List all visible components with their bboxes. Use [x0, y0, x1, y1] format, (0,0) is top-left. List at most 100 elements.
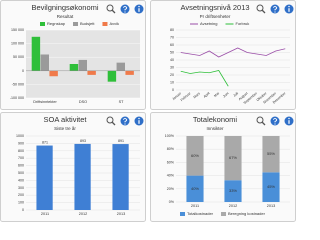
y-tick-label: 100 000 — [11, 42, 24, 46]
zoom-icon — [256, 4, 264, 12]
bar — [87, 70, 96, 75]
x-tick-label: Januar — [171, 91, 182, 101]
y-tick-label: 10 — [170, 80, 174, 84]
y-tick-label: 400 — [18, 178, 24, 182]
info-icon — [138, 5, 140, 8]
x-tick-label: 2012 — [229, 204, 237, 208]
bar — [74, 143, 91, 210]
legend-swatch — [73, 22, 79, 26]
y-tick-label: 1000 — [16, 134, 24, 138]
help-icon — [124, 11, 126, 13]
panel: Avsetningsnivå 2013 Pr driftsenheter 0 10 20… — [150, 0, 296, 110]
bar — [40, 54, 49, 71]
help-button[interactable] — [120, 4, 130, 14]
panel-subtitle: Siste tre år — [54, 125, 76, 131]
line — [180, 70, 229, 87]
bar-segment — [186, 175, 204, 202]
zoom-button[interactable] — [256, 4, 266, 14]
y-tick-label: 80 — [170, 28, 174, 32]
info-icon — [138, 8, 140, 12]
y-tick-label: 50 — [170, 50, 174, 54]
help-icon — [124, 123, 126, 125]
zoom-button[interactable] — [106, 4, 116, 14]
legend-swatch — [102, 22, 108, 26]
y-tick-label: -50 000 — [12, 82, 24, 86]
panel-title: Avsetningsnivå 2013 — [180, 3, 249, 12]
y-tick-label: 600 — [18, 164, 24, 168]
x-tick-label: Mai — [213, 91, 220, 98]
value-label: 893 — [80, 139, 86, 143]
x-tick-label: Februar — [180, 91, 192, 102]
y-tick-label: 80% — [167, 147, 175, 151]
y-tick-label: 20% — [167, 187, 175, 191]
help-icon — [272, 117, 278, 123]
help-icon — [122, 5, 128, 11]
info-icon — [138, 117, 140, 120]
x-tick-label: April — [203, 91, 211, 99]
y-tick-label: 100% — [165, 134, 175, 138]
help-button[interactable] — [270, 4, 280, 14]
y-tick-label: 700 — [18, 156, 24, 160]
zoom-icon — [106, 116, 114, 124]
bar — [125, 70, 134, 75]
info-button[interactable] — [284, 116, 294, 126]
y-tick-label: 800 — [18, 149, 24, 153]
value-label: 45% — [267, 184, 275, 189]
zoom-icon — [111, 9, 116, 14]
y-tick-label: 40% — [167, 174, 175, 178]
y-tick-label: 150 000 — [11, 28, 24, 32]
value-label: 33% — [229, 188, 237, 193]
legend-label: Avvik — [109, 21, 118, 26]
zoom-icon — [111, 121, 116, 126]
value-label: 871 — [42, 140, 48, 144]
value-label: 55% — [267, 151, 275, 156]
bar-segment — [224, 180, 242, 202]
panel-subtitle: Resultat — [57, 14, 74, 19]
legend-label: Forbruk — [236, 21, 250, 26]
bar — [36, 145, 53, 210]
bar-segment — [262, 172, 280, 202]
zoom-button[interactable] — [256, 116, 266, 126]
info-icon — [288, 120, 290, 124]
bar-segment — [224, 136, 242, 181]
y-tick-label: 0 — [22, 208, 24, 212]
info-icon — [288, 5, 290, 8]
bar — [69, 64, 79, 71]
zoom-button[interactable] — [106, 116, 116, 126]
panel-subtitle: Innsikter — [206, 126, 224, 131]
panel-title: Bevilgningsøkonomi — [31, 3, 98, 12]
bar — [107, 70, 117, 82]
bar — [78, 59, 87, 71]
x-tick-label: Driftsinntekter — [33, 100, 57, 104]
info-button[interactable] — [134, 4, 144, 14]
help-icon — [272, 5, 278, 11]
x-tick-label: Mars — [193, 91, 202, 99]
help-button[interactable] — [270, 116, 280, 126]
panel: Totalekonomi Innsikter 0% 20% 40% 60% 80% 100% 2… — [150, 112, 296, 222]
y-tick-label: 100 — [18, 201, 24, 205]
info-icon — [138, 120, 140, 124]
bar — [49, 70, 58, 77]
x-tick-label: 2013 — [117, 212, 125, 216]
x-tick-label: Juni — [222, 91, 230, 98]
info-button[interactable] — [134, 116, 144, 126]
help-button[interactable] — [120, 116, 130, 126]
bar — [116, 62, 125, 71]
x-tick-label: 2011 — [41, 212, 49, 216]
y-tick-label: -100 000 — [10, 96, 24, 100]
legend-label: Budsjett — [80, 21, 95, 26]
value-label: 891 — [118, 139, 124, 143]
bar — [31, 36, 41, 71]
info-button[interactable] — [284, 4, 294, 14]
x-tick-label: August — [238, 91, 249, 101]
x-tick-label: 2012 — [79, 212, 87, 216]
legend-label: Beregning kostnader — [228, 211, 266, 216]
help-icon — [122, 117, 128, 123]
x-tick-label: Juli — [232, 91, 239, 97]
help-icon — [274, 11, 276, 13]
legend-label: Totalkostnader — [187, 211, 214, 216]
legend-swatch — [221, 212, 227, 216]
page: Bevilgningsøkonomi Resultat -100 000 -50 00… — [0, 0, 296, 222]
line — [180, 47, 286, 58]
x-tick-label: ST — [119, 100, 125, 104]
